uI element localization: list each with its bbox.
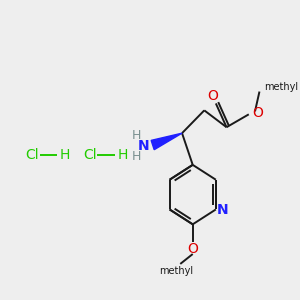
Text: Cl: Cl	[84, 148, 97, 162]
Text: H: H	[59, 148, 70, 162]
Text: H: H	[117, 148, 128, 162]
Text: N: N	[138, 139, 150, 153]
Text: O: O	[207, 89, 218, 103]
Text: N: N	[217, 203, 229, 218]
Polygon shape	[151, 133, 182, 150]
Text: O: O	[187, 242, 198, 256]
Text: H: H	[132, 129, 141, 142]
Text: Cl: Cl	[26, 148, 39, 162]
Text: methyl: methyl	[159, 266, 193, 276]
Text: O: O	[252, 106, 263, 120]
Text: methyl: methyl	[264, 82, 298, 92]
Text: H: H	[132, 150, 141, 164]
